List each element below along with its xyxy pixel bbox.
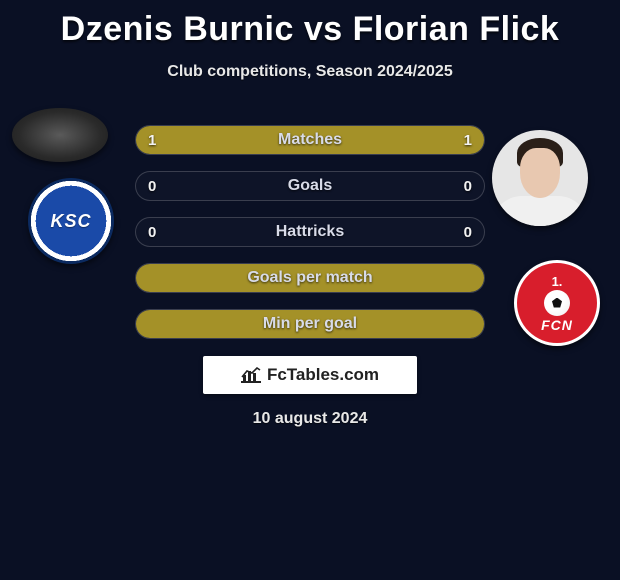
stat-label: Goals per match bbox=[247, 269, 372, 287]
soccer-ball-icon bbox=[544, 290, 570, 316]
stat-row: 1 Matches 1 bbox=[135, 125, 485, 155]
stat-value-left: 0 bbox=[148, 224, 156, 241]
bar-chart-icon bbox=[241, 367, 261, 383]
stat-row: Goals per match bbox=[135, 263, 485, 293]
stat-row: Min per goal bbox=[135, 309, 485, 339]
stat-value-right: 1 bbox=[464, 132, 472, 149]
stat-label: Hattricks bbox=[276, 223, 344, 241]
stats-chart: 1 Matches 1 0 Goals 0 0 Hattricks 0 Goals per mat… bbox=[135, 125, 485, 355]
stat-label: Matches bbox=[278, 131, 342, 149]
stat-label: Min per goal bbox=[263, 315, 357, 333]
club-badge-right-top: 1. bbox=[552, 275, 563, 288]
player-photo-left bbox=[12, 108, 108, 162]
stat-value-left: 0 bbox=[148, 178, 156, 195]
subtitle: Club competitions, Season 2024/2025 bbox=[0, 63, 620, 81]
stat-row: 0 Hattricks 0 bbox=[135, 217, 485, 247]
stat-label: Goals bbox=[288, 177, 332, 195]
player-photo-right bbox=[492, 130, 588, 226]
stat-value-right: 0 bbox=[464, 224, 472, 241]
stat-value-left: 1 bbox=[148, 132, 156, 149]
club-badge-left-abbrev: KSC bbox=[50, 211, 91, 232]
page-title: Dzenis Burnic vs Florian Flick bbox=[0, 0, 620, 49]
club-badge-left: KSC bbox=[28, 178, 114, 264]
watermark: FcTables.com bbox=[203, 356, 417, 394]
stat-row: 0 Goals 0 bbox=[135, 171, 485, 201]
footer-date: 10 august 2024 bbox=[253, 410, 368, 428]
watermark-text: FcTables.com bbox=[267, 365, 379, 385]
club-badge-right-bottom: FCN bbox=[541, 318, 573, 332]
club-badge-right: 1. FCN bbox=[514, 260, 600, 346]
stat-value-right: 0 bbox=[464, 178, 472, 195]
